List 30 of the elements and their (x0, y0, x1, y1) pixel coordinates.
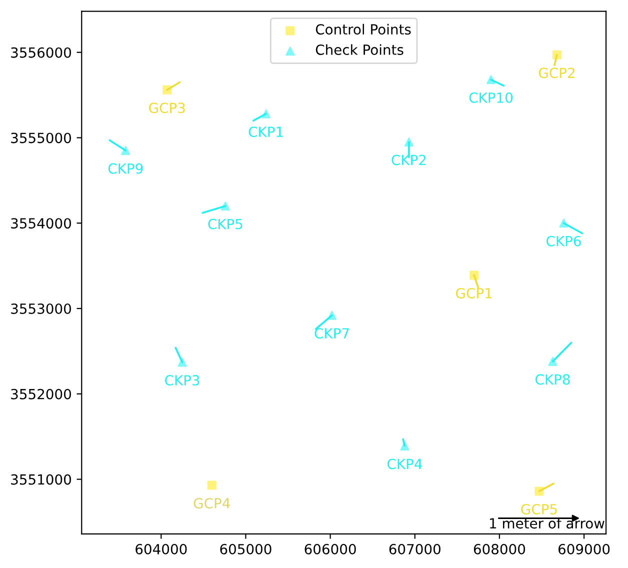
annotation: CKP3 (165, 375, 200, 386)
annotation: CKP8 (536, 374, 570, 385)
y-tick-label: 3552000 (11, 388, 71, 400)
x-tick-label: 608000 (474, 544, 526, 554)
annotation: CKP6 (546, 236, 581, 246)
annotation: GCP5 (521, 504, 557, 514)
annotation: CKP5 (208, 218, 242, 230)
annotation: GCP2 (538, 68, 574, 78)
y-tick-label: 3554000 (11, 218, 71, 229)
annotation: GCP3 (149, 102, 185, 114)
y-tick-label: 3556000 (11, 47, 71, 58)
legend-label: Check Points (316, 44, 404, 55)
annotation: CKP7 (314, 328, 349, 339)
x-tick-label: 609000 (558, 544, 610, 554)
annotation: CKP9 (108, 163, 143, 174)
annotation: CKP4 (387, 458, 422, 470)
x-tick-label: 607000 (389, 544, 440, 554)
x-tick-label: 605000 (220, 544, 272, 554)
annotation: CKP10 (469, 92, 512, 103)
x-tick-label: 606000 (304, 544, 356, 554)
annotation: GCP4 (194, 498, 230, 508)
annotation: CKP1 (248, 126, 283, 138)
x-tick-label: 604000 (136, 544, 187, 554)
legend-label: Control Points (316, 24, 411, 35)
annotation: GCP1 (456, 288, 492, 298)
y-tick-label: 3553000 (11, 303, 71, 314)
point (207, 480, 216, 490)
annotation: CKP2 (392, 154, 426, 166)
y-tick-label: 3555000 (11, 132, 71, 144)
y-tick-label: 3551000 (11, 474, 71, 485)
